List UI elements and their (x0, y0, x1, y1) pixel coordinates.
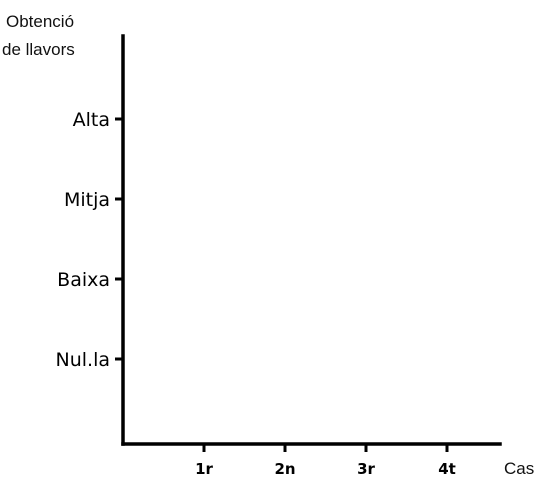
x-tick-label: 4t (438, 460, 456, 478)
y-tick-label: Nul.la (56, 349, 111, 371)
x-axis-title: Cas (504, 459, 534, 478)
x-tick-label: 2n (274, 460, 295, 478)
y-tick-label: Mitja (64, 189, 110, 211)
x-tick-label: 3r (357, 460, 375, 478)
y-axis-ticks: Nul.la Baixa Mitja Alta (56, 109, 123, 371)
y-axis-title: Obtenció de llavors (2, 12, 75, 59)
y-tick-label: Baixa (57, 269, 110, 291)
y-axis-title-line-2: de llavors (2, 40, 75, 59)
y-tick-label: Alta (73, 109, 110, 131)
x-tick-label: 1r (195, 460, 213, 478)
x-axis-ticks: 1r 2n 3r 4t (195, 444, 456, 478)
y-axis-title-line-1: Obtenció (6, 12, 74, 31)
